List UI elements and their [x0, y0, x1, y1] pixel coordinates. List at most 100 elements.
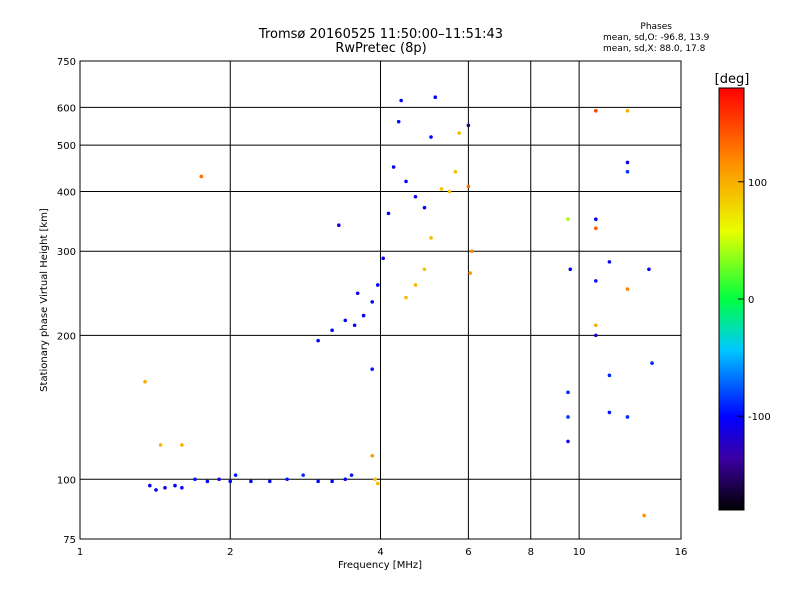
- phases-panel: Phases mean, sd,O: -96.8, 13.9 mean, sd,…: [603, 22, 709, 55]
- data-point: [199, 174, 204, 179]
- data-point: [453, 169, 458, 174]
- phases-heading: Phases: [640, 22, 672, 32]
- data-point: [386, 211, 391, 216]
- data-point: [413, 194, 418, 199]
- data-point: [343, 318, 348, 323]
- data-point: [163, 485, 167, 490]
- data-point: [625, 287, 630, 291]
- data-point: [439, 187, 444, 191]
- x-tick-label: 4: [377, 547, 383, 558]
- data-point: [594, 333, 598, 338]
- data-point: [457, 131, 461, 135]
- data-point: [607, 260, 612, 264]
- y-tick-label: 200: [57, 331, 76, 342]
- data-point: [625, 415, 630, 419]
- data-point: [566, 217, 570, 222]
- data-point: [148, 483, 152, 488]
- x-tick-label: 6: [465, 547, 471, 558]
- data-point: [337, 223, 341, 228]
- colorbar-tick-label: -100: [748, 412, 771, 423]
- data-point: [330, 328, 334, 333]
- data-point: [594, 217, 598, 222]
- data-point: [466, 123, 471, 128]
- data-point: [301, 473, 305, 477]
- data-point: [180, 443, 184, 447]
- phases-x-stats: mean, sd,X: 88.0, 17.8: [603, 44, 706, 54]
- colorbar-ticks: 100 0 -100: [738, 178, 771, 423]
- data-point: [470, 249, 474, 254]
- data-point: [647, 267, 651, 272]
- y-tick-label: 75: [63, 535, 76, 546]
- data-point: [370, 367, 375, 371]
- data-point: [404, 295, 408, 300]
- data-point: [429, 236, 433, 240]
- data-point: [316, 338, 320, 343]
- data-point: [173, 483, 177, 488]
- data-point: [361, 313, 366, 318]
- data-point: [143, 379, 147, 384]
- data-point: [228, 479, 233, 484]
- y-tick-label: 300: [57, 247, 76, 258]
- data-point: [355, 291, 360, 296]
- grid-lines: [80, 61, 681, 539]
- y-tick-label: 100: [57, 475, 76, 486]
- data-point: [249, 479, 253, 484]
- data-point: [217, 477, 221, 482]
- data-point: [447, 189, 452, 194]
- data-point: [349, 473, 354, 477]
- y-tick-label: 600: [57, 103, 76, 114]
- data-point: [625, 109, 630, 113]
- data-point: [154, 488, 158, 492]
- y-tick-label: 400: [57, 187, 76, 198]
- chart-title: Tromsø 20160525 11:50:00–11:51:43: [258, 27, 504, 42]
- data-point: [330, 479, 334, 484]
- x-tick-label: 10: [573, 547, 586, 558]
- data-point: [370, 300, 375, 304]
- data-point: [607, 410, 612, 415]
- data-point: [625, 169, 630, 174]
- colorbar-label: [deg]: [715, 72, 750, 87]
- data-point: [399, 98, 403, 103]
- colorbar-tick-label: 100: [748, 178, 767, 189]
- data-point: [566, 390, 570, 395]
- y-tick-label: 750: [57, 57, 76, 68]
- data-point: [233, 473, 238, 477]
- data-point: [607, 373, 612, 378]
- data-point: [285, 477, 289, 482]
- data-point: [193, 477, 197, 482]
- data-point: [625, 160, 630, 165]
- data-point: [413, 283, 418, 287]
- data-point: [594, 226, 598, 231]
- data-point: [422, 267, 427, 272]
- data-point: [422, 205, 427, 210]
- data-point: [566, 439, 570, 444]
- data-point: [316, 479, 320, 484]
- data-point: [433, 95, 438, 99]
- data-point: [594, 109, 598, 113]
- x-axis: 1 2 4 6 8 10 16: [77, 547, 688, 558]
- data-point: [642, 513, 646, 518]
- colorbar-tick-label: 0: [748, 295, 754, 306]
- x-tick-label: 8: [528, 547, 534, 558]
- data-point: [396, 119, 401, 124]
- data-point: [391, 165, 396, 169]
- data-point: [404, 179, 408, 184]
- data-point: [568, 267, 573, 272]
- data-points: [143, 95, 654, 518]
- data-point: [594, 323, 598, 328]
- y-axis: 75 100 200 300 400 500 600 750: [57, 57, 76, 546]
- chart-subtitle: RwPretec (8p): [335, 41, 427, 56]
- data-point: [158, 443, 163, 447]
- data-point: [429, 135, 433, 139]
- data-point: [375, 283, 380, 287]
- data-point: [205, 479, 210, 484]
- x-tick-label: 1: [77, 547, 83, 558]
- data-point: [373, 477, 377, 482]
- data-point: [566, 415, 570, 419]
- data-point: [468, 271, 472, 275]
- data-point: [594, 279, 598, 283]
- data-point: [352, 323, 357, 328]
- x-tick-label: 2: [227, 547, 233, 558]
- y-tick-label: 500: [57, 141, 76, 152]
